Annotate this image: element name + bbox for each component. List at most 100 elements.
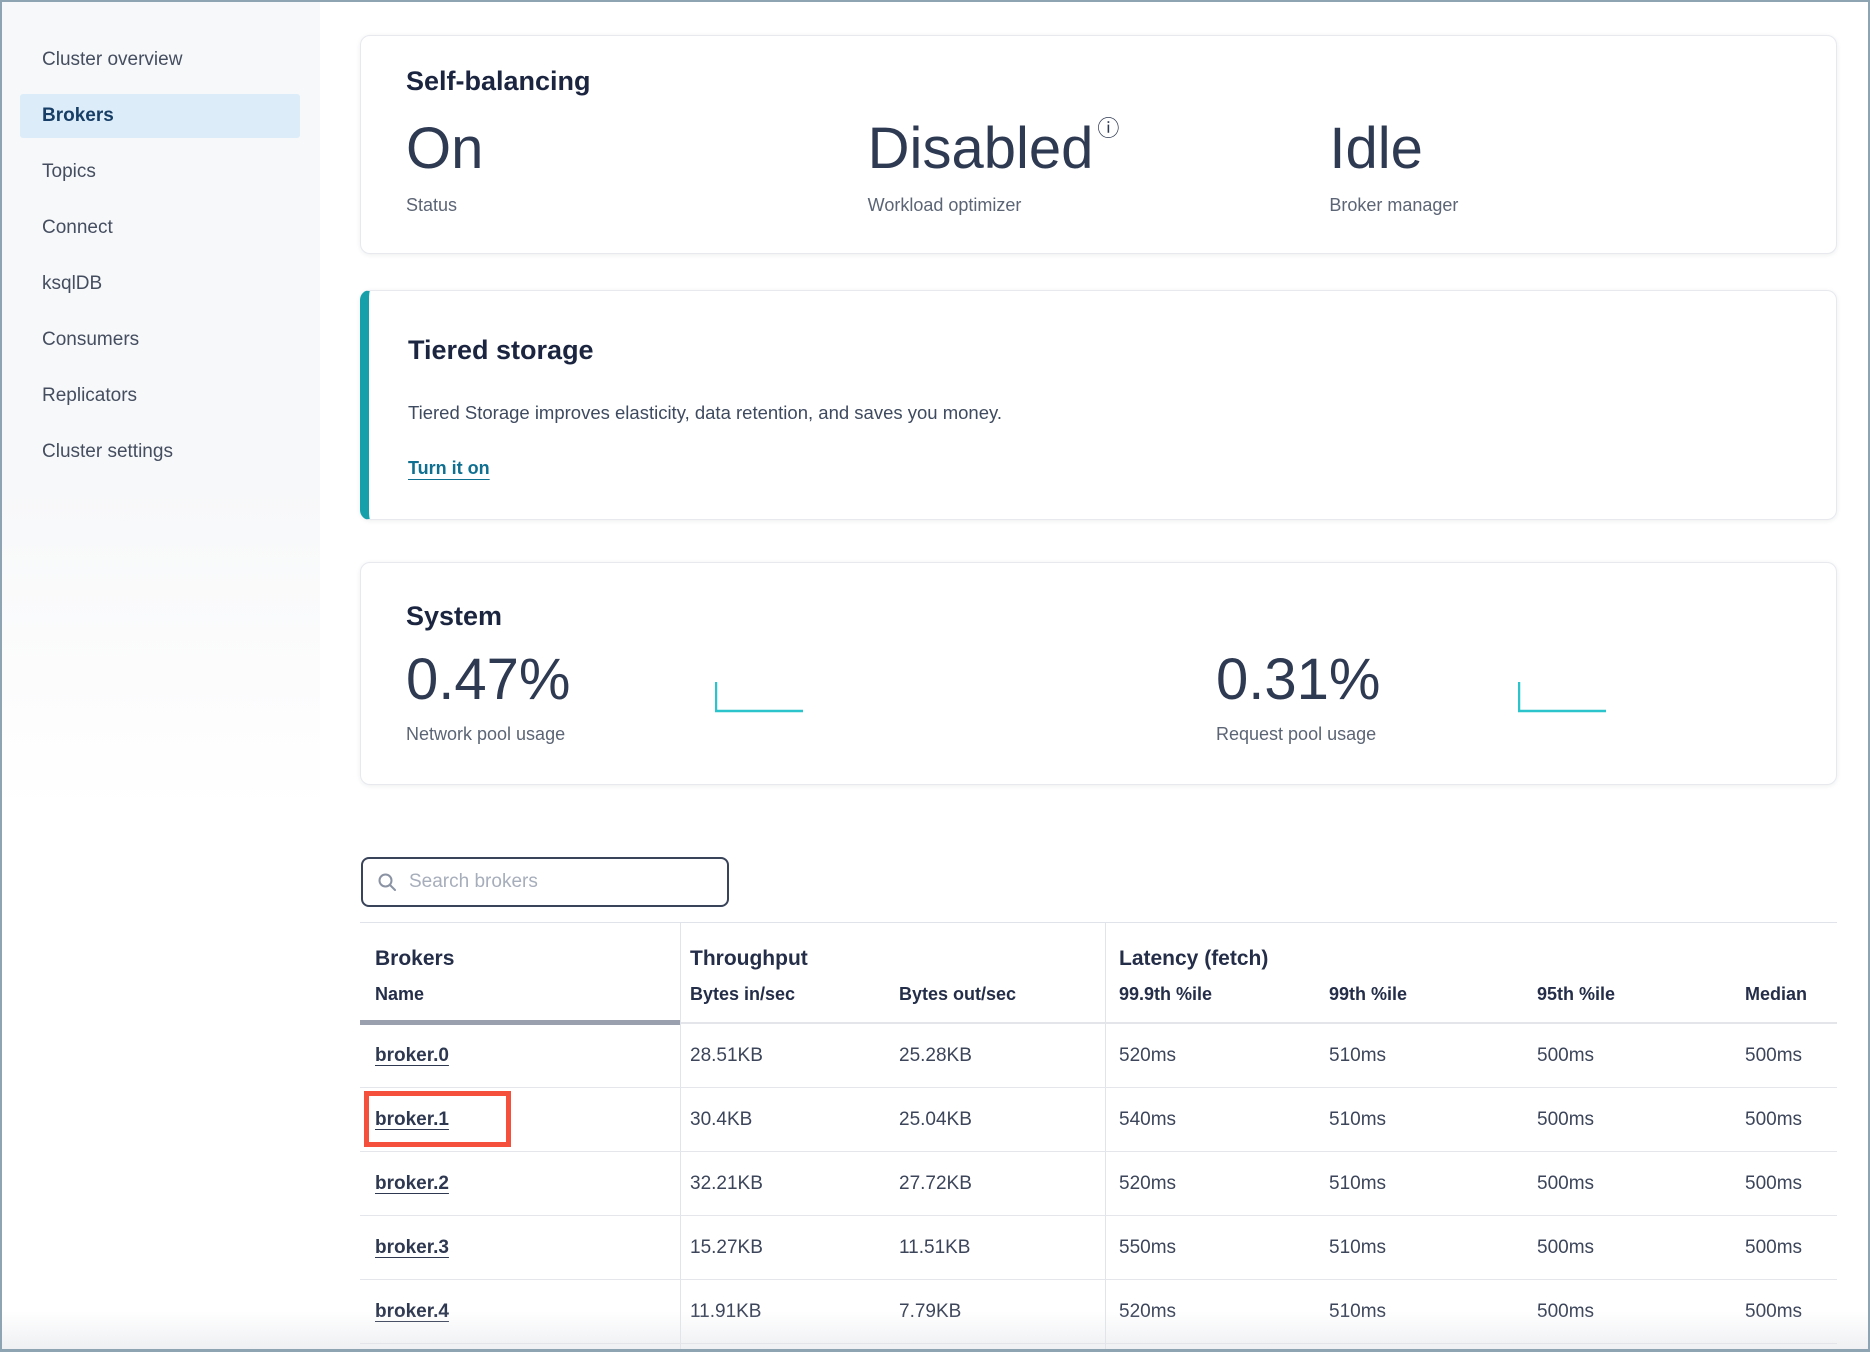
request-pool-metric: 0.31% Request pool usage (1216, 648, 1608, 745)
broker-manager-label: Broker manager (1329, 195, 1459, 215)
p99-cell: 510ms (1329, 1044, 1387, 1066)
bytes-in-column-header[interactable]: Bytes in/sec (690, 984, 796, 1004)
sidebar-item-label: Connect (42, 217, 113, 238)
p99-column-header[interactable]: 99th %ile (1329, 984, 1408, 1004)
p95-column-header[interactable]: 95th %ile (1537, 984, 1616, 1004)
name-column-header[interactable]: Name (375, 984, 425, 1004)
system-title: System (406, 601, 503, 631)
sidebar-item-connect[interactable]: Connect (2, 206, 320, 250)
sidebar-item-cluster-settings[interactable]: Cluster settings (2, 430, 320, 474)
p999-column-header[interactable]: 99.9th %ile (1119, 984, 1213, 1004)
median-cell: 500ms (1745, 1236, 1803, 1258)
request-pool-value: 0.31% (1216, 647, 1381, 712)
broker-manager-value: Idle (1329, 116, 1423, 181)
bytes-out-cell: 25.28KB (899, 1044, 972, 1066)
tiered-storage-description: Tiered Storage improves elasticity, data… (408, 402, 1003, 423)
column-divider (1105, 923, 1106, 1349)
sidebar-item-consumers[interactable]: Consumers (2, 318, 320, 362)
table-body: broker.0 28.51KB 25.28KB 520ms 510ms 500… (360, 1024, 1837, 1344)
latency-group-header: Latency (fetch) (1119, 947, 1269, 970)
workload-optimizer-label: Workload optimizer (867, 195, 1022, 215)
p95-cell: 500ms (1537, 1300, 1595, 1322)
p99-cell: 510ms (1329, 1108, 1387, 1130)
workload-optimizer-value-text: Disabled (867, 116, 1094, 181)
bytes-out-cell: 25.04KB (899, 1108, 972, 1130)
request-pool-label: Request pool usage (1216, 724, 1377, 744)
bytes-out-cell: 11.51KB (899, 1236, 971, 1258)
status-label: Status (406, 195, 458, 215)
bytes-in-cell: 11.91KB (690, 1300, 762, 1322)
median-cell: 500ms (1745, 1300, 1803, 1322)
broker-manager-metric: Idle Broker manager (1329, 117, 1791, 216)
search-icon (378, 873, 396, 891)
broker-link[interactable]: broker.1 (375, 1108, 449, 1130)
bytes-in-cell: 15.27KB (690, 1236, 763, 1258)
median-cell: 500ms (1745, 1108, 1803, 1130)
broker-link[interactable]: broker.4 (375, 1300, 449, 1322)
sidebar-item-ksqldb[interactable]: ksqlDB (2, 262, 320, 306)
p99-cell: 510ms (1329, 1300, 1387, 1322)
bytes-out-cell: 7.79KB (899, 1300, 962, 1322)
table-row: broker.2 32.21KB 27.72KB 520ms 510ms 500… (360, 1152, 1837, 1216)
status-metric: On Status (406, 117, 868, 216)
p95-cell: 500ms (1537, 1044, 1595, 1066)
request-pool-sparkline (1518, 681, 1606, 712)
table-row: broker.0 28.51KB 25.28KB 520ms 510ms 500… (360, 1024, 1837, 1088)
broker-link[interactable]: broker.0 (375, 1044, 449, 1066)
self-balancing-card: Self-balancing On Status Disabled ⓘ Workl… (360, 35, 1837, 254)
sidebar-item-label: Topics (42, 161, 96, 182)
status-value: On (406, 116, 484, 181)
tiered-storage-card: Tiered storage Tiered Storage improves e… (360, 290, 1837, 520)
system-card: System 0.47% Network pool usage 0.31% Re… (360, 562, 1837, 785)
sidebar-item-replicators[interactable]: Replicators (2, 374, 320, 418)
table-row: broker.3 15.27KB 11.51KB 550ms 510ms 500… (360, 1216, 1837, 1280)
column-divider (680, 923, 681, 1349)
p95-cell: 500ms (1537, 1172, 1595, 1194)
network-pool-metric: 0.47% Network pool usage (406, 648, 1216, 745)
p999-cell: 520ms (1119, 1172, 1177, 1194)
bytes-out-cell: 27.72KB (899, 1172, 972, 1194)
tiered-storage-title: Tiered storage (408, 335, 594, 365)
bytes-out-column-header[interactable]: Bytes out/sec (899, 984, 1017, 1004)
brokers-group-header: Brokers (375, 947, 455, 970)
network-pool-label: Network pool usage (406, 724, 566, 744)
table-row: broker.4 11.91KB 7.79KB 520ms 510ms 500m… (360, 1280, 1837, 1344)
sidebar-item-label: Consumers (42, 329, 140, 350)
p95-cell: 500ms (1537, 1236, 1595, 1258)
sidebar-item-brokers[interactable]: Brokers (20, 94, 300, 138)
workload-optimizer-metric: Disabled ⓘ Workload optimizer (868, 117, 1330, 216)
system-metrics: 0.47% Network pool usage 0.31% Request p… (406, 648, 1791, 745)
table-row: broker.1 30.4KB 25.04KB 540ms 510ms 500m… (360, 1088, 1837, 1152)
sidebar-item-label: Replicators (42, 385, 138, 406)
search-brokers-input[interactable] (409, 871, 713, 893)
p99-cell: 510ms (1329, 1236, 1387, 1258)
median-cell: 500ms (1745, 1172, 1803, 1194)
median-cell: 500ms (1745, 1044, 1803, 1066)
p999-cell: 520ms (1119, 1300, 1177, 1322)
sidebar-item-label: Brokers (42, 105, 114, 126)
median-column-header[interactable]: Median (1745, 984, 1808, 1004)
sidebar-item-label: Cluster overview (42, 49, 183, 70)
broker-link[interactable]: broker.2 (375, 1172, 449, 1194)
sidebar-item-label: Cluster settings (42, 441, 173, 462)
workload-optimizer-value: Disabled ⓘ (867, 115, 1120, 181)
search-brokers-box (361, 857, 729, 907)
bytes-in-cell: 32.21KB (690, 1172, 763, 1194)
p99-cell: 510ms (1329, 1172, 1387, 1194)
sidebar-nav: Cluster overview Brokers Topics Connect … (2, 2, 320, 1349)
self-balancing-metrics: On Status Disabled ⓘ Workload optimizer I… (406, 117, 1791, 216)
sidebar-item-cluster-overview[interactable]: Cluster overview (2, 38, 320, 82)
brokers-table: Brokers Throughput Latency (fetch) Name … (360, 922, 1837, 1349)
network-pool-sparkline (715, 681, 803, 712)
throughput-group-header: Throughput (690, 947, 808, 970)
broker-link[interactable]: broker.3 (375, 1236, 449, 1258)
sidebar-item-label: ksqlDB (42, 273, 103, 294)
p999-cell: 540ms (1119, 1108, 1177, 1130)
bytes-in-cell: 28.51KB (690, 1044, 763, 1066)
turn-it-on-link[interactable]: Turn it on (408, 458, 490, 478)
sidebar-item-topics[interactable]: Topics (2, 150, 320, 194)
p999-cell: 550ms (1119, 1236, 1177, 1258)
p999-cell: 520ms (1119, 1044, 1177, 1066)
table-header: Brokers Throughput Latency (fetch) Name … (360, 923, 1837, 1025)
